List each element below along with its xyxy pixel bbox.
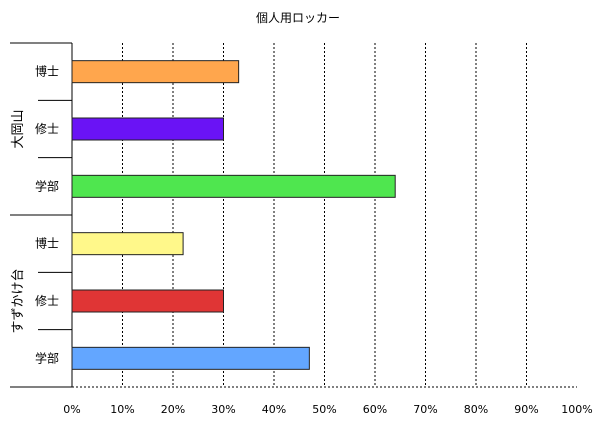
x-tick-label: 20% [161, 403, 185, 416]
category-label: 学部 [35, 178, 59, 193]
bar-1-1 [71, 60, 240, 84]
x-tick-label: 50% [312, 403, 336, 416]
x-tick-label: 40% [262, 403, 286, 416]
category-label: 学部 [35, 350, 59, 365]
bar-2-2 [71, 289, 224, 313]
x-tick-label: 0% [63, 403, 80, 416]
x-tick-label: 60% [363, 403, 387, 416]
x-tick-label: 30% [211, 403, 235, 416]
category-label: 博士 [35, 64, 59, 79]
category-label: 修士 [35, 121, 59, 136]
category-label: 博士 [35, 236, 59, 251]
group-label: すずかけ台 [11, 268, 26, 333]
bar-1-3 [71, 174, 396, 198]
bars [71, 60, 396, 370]
x-tick-label: 80% [464, 403, 488, 416]
gridlines [122, 43, 527, 387]
x-tick-label: 100% [561, 403, 592, 416]
bar-2-3 [71, 346, 310, 370]
x-tick-label: 90% [514, 403, 538, 416]
x-tick-label: 70% [413, 403, 437, 416]
axes [10, 42, 577, 388]
bar-1-2 [71, 117, 224, 141]
group-label: 大岡山 [11, 109, 26, 148]
x-tick-label: 10% [110, 403, 134, 416]
labels: 0% 10% 20% 30% 40% 50% 60% 70% 80% 90% 100%博士修士学部博… [11, 64, 593, 416]
category-label: 修士 [35, 293, 59, 308]
chart-title: 個人用ロッカー [256, 11, 340, 25]
bar-2-1 [71, 232, 184, 256]
